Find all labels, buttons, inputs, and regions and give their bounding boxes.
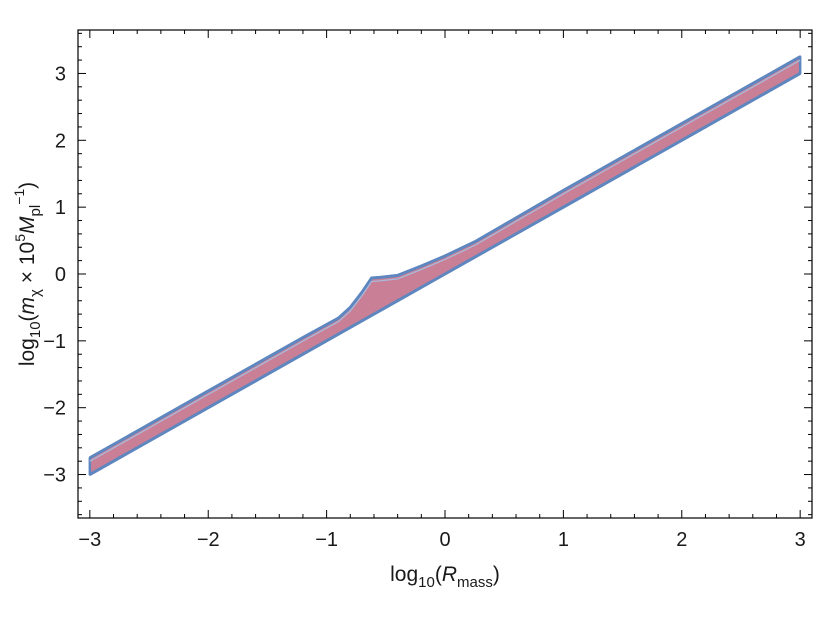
x-axis-title: log10(Rmass) [390,563,500,591]
y-tick-label: 1 [55,197,66,219]
x-tick-label: 3 [795,529,806,551]
tick-labels: −3 −2 −1 0 1 2 3 −3 −2 −1 0 1 2 3 [43,63,806,551]
x-tick-label: −2 [197,529,220,551]
y-tick-label: −2 [43,398,66,420]
y-tick-label: 3 [55,63,66,85]
ticks-layer [78,30,812,518]
x-tick-label: 2 [676,529,687,551]
lower-boundary-line [89,72,801,476]
x-tick-label: 1 [558,529,569,551]
y-tick-label: 0 [55,264,66,286]
band-fill [88,55,802,476]
x-tick-label: −3 [78,529,101,551]
y-axis-title: log10(mχ × 105Mpl−1) [11,182,44,366]
y-tick-label: −1 [43,331,66,353]
plot-layer [88,55,802,476]
upper-boundary-line [89,55,801,460]
x-tick-label: −1 [315,529,338,551]
y-tick-label: −3 [43,465,66,487]
x-tick-label: 0 [439,529,450,551]
upper-boundary-highlight [89,59,801,462]
y-tick-label: 2 [55,130,66,152]
